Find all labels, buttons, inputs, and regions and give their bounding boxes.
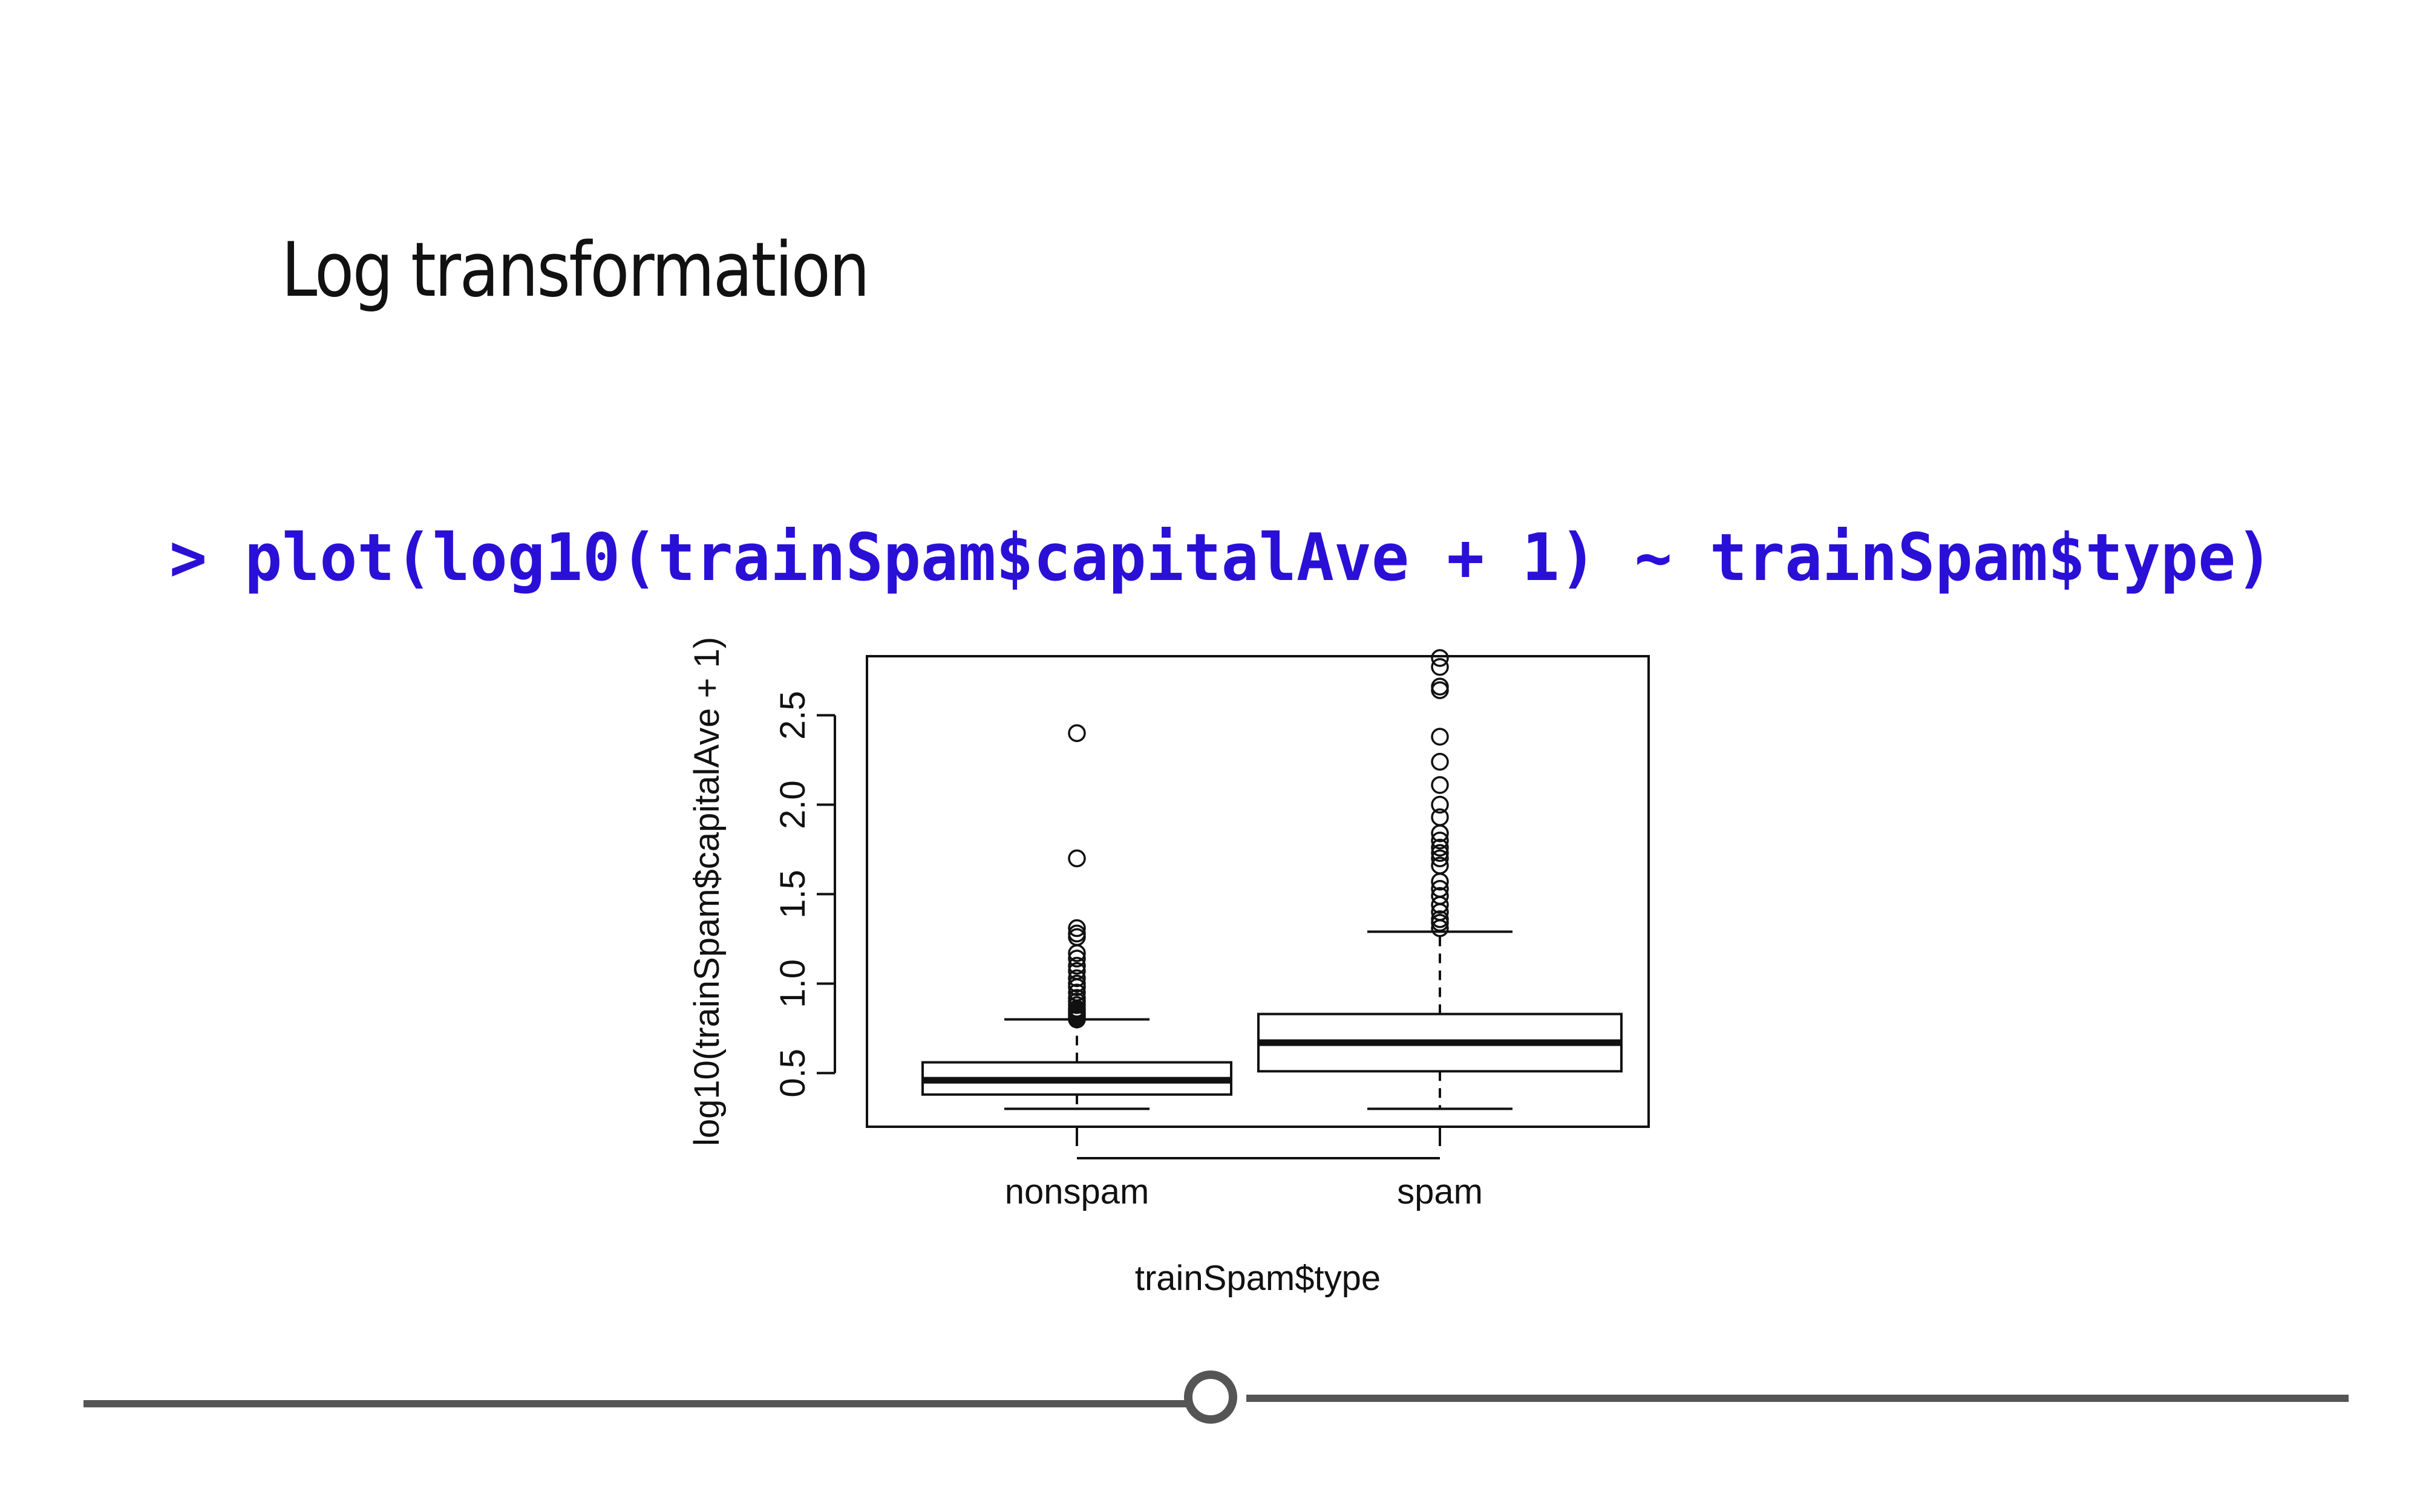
- outlier-point: [1068, 924, 1086, 943]
- code-line: > plot(log10(trainSpam$capitalAve + 1) ~…: [169, 520, 2274, 596]
- x-tick-label: spam: [1397, 1172, 1483, 1211]
- outlier-point: [1068, 962, 1086, 980]
- outlier-point: [1431, 681, 1449, 699]
- outlier-point: [1068, 983, 1086, 1002]
- outlier-point: [1068, 989, 1086, 1007]
- outlier-point: [1068, 919, 1086, 937]
- outlier-point: [1431, 838, 1449, 857]
- outlier-point: [1431, 844, 1449, 862]
- outlier-point: [1431, 657, 1449, 676]
- outlier-point: [1431, 795, 1449, 814]
- outlier-point: [1068, 974, 1086, 993]
- outlier-point: [1431, 776, 1449, 794]
- outlier-point: [1431, 879, 1449, 898]
- y-tick-label: 1.5: [773, 870, 813, 919]
- outlier-point: [1431, 649, 1449, 667]
- slide-progress-knob[interactable]: [1184, 1370, 1237, 1424]
- outlier-point: [1068, 928, 1086, 947]
- x-axis-label: trainSpam$type: [1135, 1259, 1381, 1298]
- chart-marks: 0.5 1.0 1.5 2.0 2.5 nonspam spam: [773, 649, 1623, 1211]
- outlier-point: [1431, 677, 1449, 696]
- y-tick-label: 0.5: [773, 1049, 813, 1098]
- y-tick-label: 1.0: [773, 959, 813, 1008]
- slide-title: Log transformation: [281, 227, 870, 314]
- outlier-point: [1431, 831, 1449, 850]
- outlier-point: [1068, 950, 1086, 968]
- slide-divider-right: [1246, 1395, 2349, 1402]
- outlier-point: [1068, 724, 1086, 742]
- outlier-point: [1068, 849, 1086, 868]
- outlier-point: [1431, 856, 1449, 875]
- outlier-point: [1431, 728, 1449, 746]
- x-tick-label: nonspam: [1005, 1172, 1150, 1211]
- y-axis-label: log10(trainSpam$capitalAve + 1): [687, 637, 727, 1146]
- y-tick-label: 2.0: [773, 780, 813, 829]
- outlier-point: [1431, 910, 1449, 928]
- outlier-point: [1431, 849, 1449, 868]
- outlier-point: [1431, 808, 1449, 826]
- outlier-point: [1068, 969, 1086, 988]
- slide-divider-left: [83, 1400, 1189, 1407]
- outlier-point: [1068, 957, 1086, 975]
- plot-frame: [866, 655, 1650, 1128]
- y-tick-label: 2.5: [773, 691, 813, 740]
- outlier-point: [1431, 887, 1449, 905]
- outlier-point: [1431, 752, 1449, 771]
